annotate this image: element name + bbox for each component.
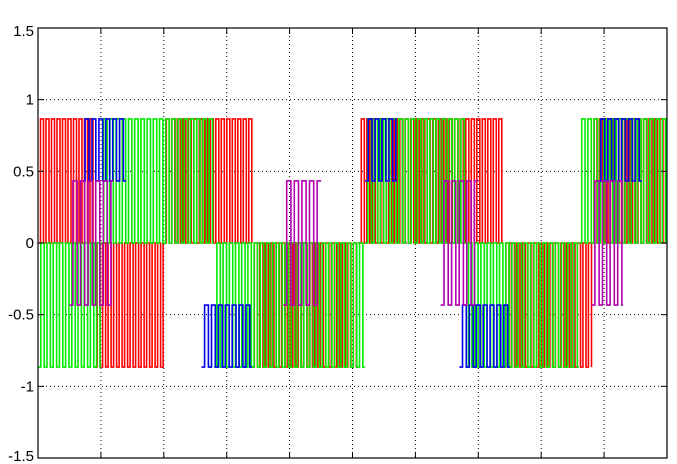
tick-layer — [38, 27, 667, 459]
pwm-segment — [69, 180, 114, 306]
pwm-segment — [38, 242, 101, 368]
y-tick-label: 1 — [26, 92, 34, 109]
pwm-segment — [465, 242, 579, 368]
y-tick-label: 0 — [26, 235, 34, 252]
pwm-segment — [459, 304, 510, 368]
pwm-segment — [578, 118, 667, 244]
series-3 — [69, 180, 623, 306]
y-tick-label: 0.5 — [13, 163, 34, 180]
y-tick-label: -1 — [21, 378, 34, 395]
series-layer — [38, 118, 667, 368]
y-tick-label: -0.5 — [8, 307, 34, 324]
pwm-segment — [201, 304, 252, 368]
pwm-segment — [591, 118, 667, 244]
pwm-segment — [100, 118, 215, 244]
y-tick-label: -1.5 — [8, 448, 34, 464]
y-tick-labels: 1.5 1 0.5 0 -0.5 -1 -1.5 — [8, 23, 34, 464]
pwm-segment — [591, 180, 623, 306]
pwm-segment — [365, 118, 397, 182]
pwm-segment — [440, 180, 479, 306]
y-tick-label: 1.5 — [13, 23, 34, 40]
pwm-segment — [283, 180, 322, 306]
